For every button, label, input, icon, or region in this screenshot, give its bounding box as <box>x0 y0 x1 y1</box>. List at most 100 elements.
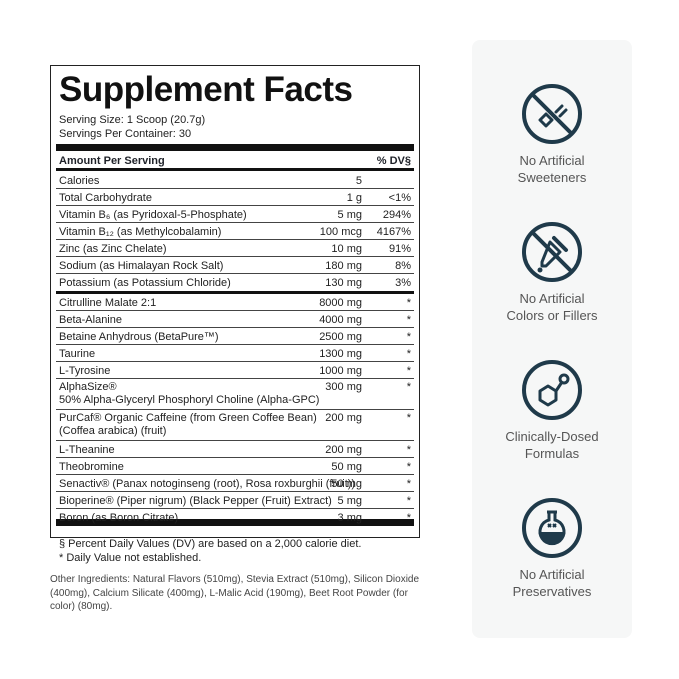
nutrient-dv: * <box>406 444 411 456</box>
divider-thick <box>56 144 414 151</box>
panel-title: Supplement Facts <box>59 70 353 109</box>
feature-no-sweeteners: No Artificial Sweeteners <box>472 82 632 186</box>
supplement-facts-panel: Supplement Facts Serving Size: 1 Scoop (… <box>50 65 420 564</box>
nutrient-dv: * <box>406 478 411 490</box>
nutrient-name: Betaine Anhydrous (BetaPure™) <box>59 331 219 343</box>
nutrient-name: AlphaSize® 50% Alpha-Glyceryl Phosphoryl… <box>59 381 320 406</box>
nutrient-row: Taurine 1300 mg * <box>56 345 414 362</box>
nutrient-amount: 200 mg <box>325 412 362 424</box>
nutrient-row: Theobromine 50 mg * <box>56 458 414 475</box>
nutrient-name: L-Theanine <box>59 444 115 456</box>
nutrient-name: Calories <box>59 175 100 187</box>
dv-footnote: § Percent Daily Values (DV) are based on… <box>59 538 362 550</box>
nutrient-dv: * <box>406 331 411 343</box>
nutrient-name: L-Tyrosine <box>59 365 111 377</box>
nutrient-amount: 1300 mg <box>319 348 362 360</box>
nutrient-row: Betaine Anhydrous (BetaPure™) 2500 mg * <box>56 328 414 345</box>
nutrient-dv: * <box>406 381 411 393</box>
nutrient-row: Bioperine® (Piper nigrum) (Black Pepper … <box>56 492 414 509</box>
nutrient-amount: 8000 mg <box>319 297 362 309</box>
nutrient-dv: * <box>406 412 411 424</box>
nutrient-amount: 2500 mg <box>319 331 362 343</box>
nutrient-dv: * <box>406 365 411 377</box>
nutrient-amount: 5 mg <box>337 495 362 507</box>
nutrient-amount: 10 mg <box>331 243 362 255</box>
nutrient-amount: 300 mg <box>325 381 362 393</box>
nutrient-dv: * <box>406 348 411 360</box>
nutrient-dv: 8% <box>395 260 411 272</box>
nutrient-dv: * <box>406 314 411 326</box>
nutrient-name: Taurine <box>59 348 96 360</box>
feature-clinically-dosed: Clinically-Dosed Formulas <box>472 358 632 462</box>
nutrient-dv: * <box>406 512 411 524</box>
nutrient-amount: 5 mg <box>337 209 362 221</box>
feature-label: No Artificial Colors or Fillers <box>506 291 598 323</box>
nutrient-name: Total Carbohydrate <box>59 192 152 204</box>
nutrient-row: Potassium (as Potassium Chloride) 130 mg 3… <box>56 274 414 294</box>
nutrient-row: Citrulline Malate 2:1 8000 mg * <box>56 294 414 311</box>
nutrient-amount: 100 mcg <box>319 226 362 238</box>
nutrient-amount: 4000 mg <box>319 314 362 326</box>
nutrient-name: Sodium (as Himalayan Rock Salt) <box>59 260 224 272</box>
nutrient-row: Calories 5 <box>56 172 414 189</box>
feature-no-preservatives: No Artificial Preservatives <box>472 496 632 600</box>
nutrient-amount: 50 mg <box>331 478 362 490</box>
dv-label: % DV§ <box>376 155 411 167</box>
nutrient-dv: 4167% <box>376 226 411 238</box>
nutrient-name: Beta-Alanine <box>59 314 122 326</box>
nutrient-name: Citrulline Malate 2:1 <box>59 297 157 309</box>
nutrient-row: Senactiv® (Panax notoginseng (root), Ros… <box>56 475 414 492</box>
other-ingredients: Other Ingredients: Natural Flavors (510m… <box>50 574 420 612</box>
nutrient-row: L-Theanine 200 mg * <box>56 441 414 458</box>
servings-per-container: Servings Per Container: 30 <box>59 128 192 140</box>
nutrient-name: Zinc (as Zinc Chelate) <box>59 243 167 255</box>
nutrient-row: Vitamin B₁₂ (as Methylcobalamin) 100 mcg 4… <box>56 223 414 240</box>
no-dropper-icon <box>522 222 582 282</box>
nutrient-amount: 1000 mg <box>319 365 362 377</box>
nutrient-row: Total Carbohydrate 1 g <1% <box>56 189 414 206</box>
nutrient-name: Vitamin B₆ (as Pyridoxal-5-Phosphate) <box>59 209 247 221</box>
nutrient-amount: 1 g <box>346 192 362 204</box>
no-candy-icon <box>522 84 582 144</box>
nutrient-dv: 91% <box>388 243 411 255</box>
nutrient-row: Sodium (as Himalayan Rock Salt) 180 mg 8% <box>56 257 414 274</box>
nutrient-dv: * <box>406 495 411 507</box>
nutrient-name: Bioperine® (Piper nigrum) (Black Pepper … <box>59 495 332 507</box>
nutrient-name: Potassium (as Potassium Chloride) <box>59 277 231 289</box>
features-card: No Artificial Sweeteners No Artificial C… <box>472 40 632 638</box>
nutrient-amount: 180 mg <box>325 260 362 272</box>
divider-medium <box>56 168 414 171</box>
star-footnote: * Daily Value not established. <box>59 552 202 564</box>
nutrient-amount: 200 mg <box>325 444 362 456</box>
nutrient-row: AlphaSize® 50% Alpha-Glyceryl Phosphoryl… <box>56 379 414 410</box>
nutrient-name: Vitamin B₁₂ (as Methylcobalamin) <box>59 226 222 238</box>
nutrient-row: Beta-Alanine 4000 mg * <box>56 311 414 328</box>
nutrient-row: Zinc (as Zinc Chelate) 10 mg 91% <box>56 240 414 257</box>
nutrient-row: PurCaf® Organic Caffeine (from Green Cof… <box>56 410 414 441</box>
feature-label: No Artificial Preservatives <box>512 567 592 599</box>
nutrient-row: Vitamin B₆ (as Pyridoxal-5-Phosphate) 5 m… <box>56 206 414 223</box>
nutrient-dv: * <box>406 297 411 309</box>
nutrient-dv: <1% <box>388 192 411 204</box>
nutrient-amount: 130 mg <box>325 277 362 289</box>
nutrient-amount: 5 <box>355 175 362 187</box>
serving-size: Serving Size: 1 Scoop (20.7g) <box>59 114 206 126</box>
nutrient-name: PurCaf® Organic Caffeine (from Green Cof… <box>59 412 317 437</box>
nutrient-name: Senactiv® (Panax notoginseng (root), Ros… <box>59 478 356 490</box>
nutrient-amount: 3 mg <box>337 512 362 524</box>
feature-label: No Artificial Sweeteners <box>517 153 587 185</box>
nutrient-name: Theobromine <box>59 461 124 473</box>
feature-no-colors: No Artificial Colors or Fillers <box>472 220 632 324</box>
molecule-icon <box>522 360 582 420</box>
nutrient-name: Boron (as Boron Citrate) <box>59 512 179 524</box>
nutrient-dv: 3% <box>395 277 411 289</box>
nutrient-dv: 294% <box>382 209 411 221</box>
amount-per-serving-label: Amount Per Serving <box>59 155 165 167</box>
nutrient-dv: * <box>406 461 411 473</box>
no-preservatives-flask-icon <box>522 498 582 558</box>
feature-label: Clinically-Dosed Formulas <box>505 429 599 461</box>
nutrient-amount: 50 mg <box>331 461 362 473</box>
amount-header: Amount Per Serving % DV§ <box>59 153 411 169</box>
nutrient-row: L-Tyrosine 1000 mg * <box>56 362 414 379</box>
nutrient-row: Boron (as Boron Citrate) 3 mg * <box>56 509 414 526</box>
